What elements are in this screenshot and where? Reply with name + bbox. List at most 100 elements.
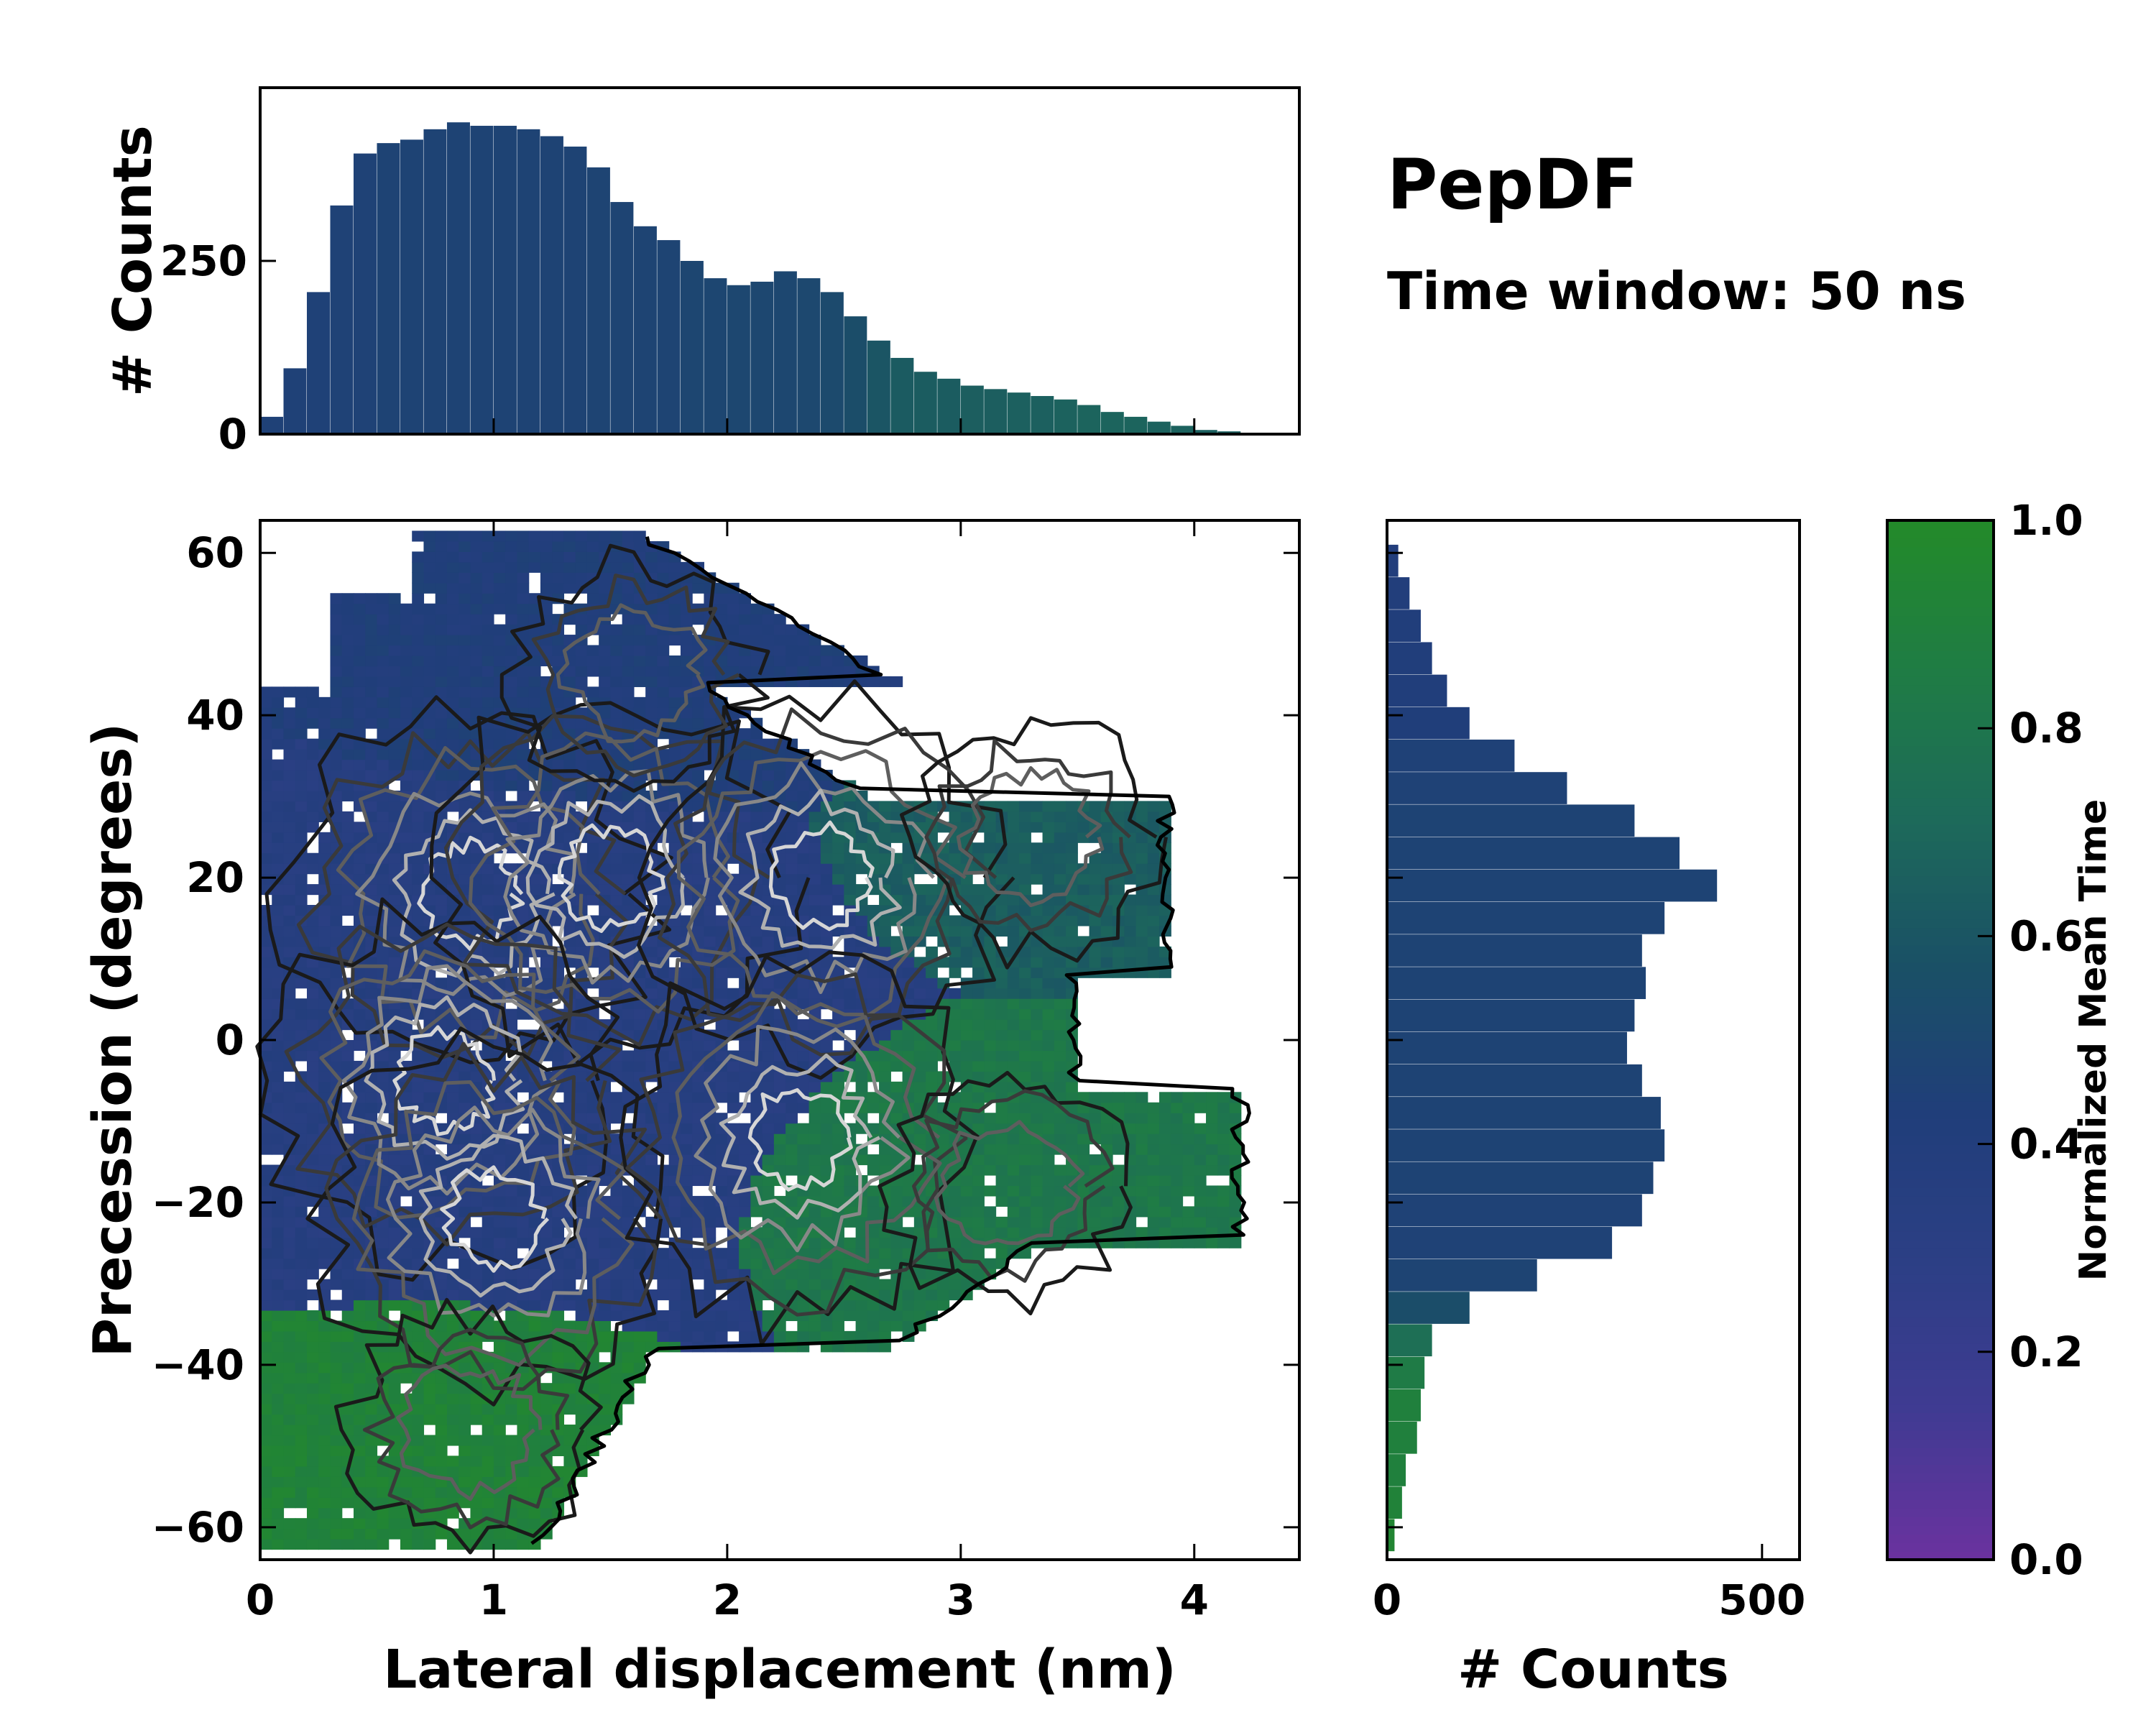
heatmap-cell [610, 1383, 623, 1394]
heatmap-cell [1054, 1029, 1067, 1041]
heatmap-cell [365, 1414, 378, 1425]
heatmap-cell [832, 967, 844, 978]
heatmap-cell [517, 1195, 530, 1207]
heatmap-cell [704, 1320, 717, 1332]
heatmap-cell [318, 832, 331, 843]
heatmap-cell [984, 842, 997, 854]
heatmap-cell [586, 1425, 599, 1436]
heatmap-cell [272, 1476, 285, 1488]
heatmap-cell [552, 1216, 565, 1228]
heatmap-cell [657, 1050, 670, 1062]
heatmap-cell [575, 1071, 588, 1082]
heatmap-cell [926, 1081, 938, 1092]
heatmap-cell [459, 1092, 471, 1103]
heatmap-cell [995, 1248, 1008, 1259]
heatmap-cell [459, 1071, 471, 1082]
heatmap-cell [306, 1404, 319, 1415]
heatmap-cell [412, 832, 425, 843]
heatmap-cell [610, 978, 623, 989]
heatmap-cell [808, 1102, 821, 1113]
heatmap-cell [505, 561, 518, 573]
heatmap-cell [306, 1174, 319, 1187]
heatmap-cell [341, 1497, 354, 1509]
heatmap-cell [995, 1154, 1008, 1166]
heatmap-cell [505, 1310, 518, 1322]
heatmap-cell [633, 645, 646, 656]
heatmap-cell [482, 873, 494, 885]
heatmap-cell [1019, 1133, 1031, 1145]
heatmap-cell [423, 666, 436, 677]
heatmap-cell [926, 988, 938, 999]
heatmap-cell [820, 884, 833, 896]
heatmap-cell [832, 1258, 844, 1269]
heatmap-cell [727, 614, 740, 625]
heatmap-cell [365, 1445, 378, 1456]
heatmap-cell [1019, 842, 1031, 854]
heatmap-cell [283, 1258, 296, 1269]
heatmap-cell [1042, 884, 1055, 896]
heatmap-cell [318, 1425, 331, 1436]
heatmap-cell [984, 811, 997, 822]
heatmap-cell [879, 1050, 891, 1062]
heatmap-cell [318, 707, 331, 719]
heatmap-cell [272, 1300, 285, 1311]
heatmap-cell [610, 686, 623, 698]
heatmap-cell [318, 1507, 331, 1519]
heatmap-cell [482, 1497, 494, 1509]
heatmap-cell [446, 666, 459, 677]
heatmap-cell [330, 614, 343, 625]
heatmap-cell [318, 1029, 331, 1041]
heatmap-cell [446, 582, 459, 594]
heatmap-cell [400, 686, 413, 698]
heatmap-cell [505, 1414, 518, 1425]
heatmap-cell [306, 1476, 319, 1488]
top-histogram-bar [330, 205, 354, 434]
heatmap-cell [377, 686, 390, 698]
heatmap-cell [1042, 1029, 1055, 1041]
heatmap-cell [318, 1404, 331, 1415]
heatmap-cell [750, 915, 763, 926]
heatmap-cell [552, 1050, 565, 1062]
heatmap-cell [902, 1300, 915, 1311]
heatmap-cell [341, 884, 354, 896]
heatmap-cell [353, 1351, 366, 1363]
heatmap-cell [318, 915, 331, 926]
heatmap-cell [773, 1237, 786, 1248]
heatmap-cell [622, 1258, 635, 1269]
heatmap-cell [622, 645, 635, 656]
heatmap-cell [657, 749, 670, 760]
heatmap-cell [412, 1248, 425, 1259]
heatmap-cell [272, 1081, 285, 1092]
heatmap-cell [773, 1081, 786, 1092]
heatmap-cell [341, 822, 354, 833]
heatmap-cell [668, 666, 681, 677]
heatmap-cell [459, 1195, 471, 1207]
heatmap-cell [400, 1008, 413, 1020]
heatmap-cell [470, 540, 483, 552]
heatmap-cell [808, 936, 821, 947]
heatmap-cell [575, 572, 588, 584]
heatmap-cell [820, 1060, 833, 1072]
heatmap-cell [960, 884, 973, 896]
heatmap-cell [377, 863, 390, 875]
heatmap-cell [306, 1154, 319, 1166]
heatmap-cell [330, 1528, 343, 1540]
heatmap-cell [459, 645, 471, 656]
top-histogram-bar [493, 126, 517, 434]
heatmap-cell [902, 1237, 915, 1248]
heatmap-cell [984, 998, 997, 1010]
heatmap-cell [306, 1362, 319, 1374]
heatmap-cell [610, 561, 623, 573]
heatmap-cell [995, 894, 1008, 906]
heatmap-cell [867, 1195, 880, 1207]
heatmap-cell [1042, 1206, 1055, 1218]
heatmap-cell [470, 635, 483, 646]
heatmap-cell [739, 1123, 751, 1134]
heatmap-cell [552, 686, 565, 698]
heatmap-cell [855, 1081, 868, 1092]
heatmap-cell [739, 873, 751, 885]
heatmap-cell [283, 1445, 296, 1456]
heatmap-cell [890, 1248, 903, 1259]
heatmap-cell [739, 1310, 751, 1322]
heatmap-cell [528, 603, 541, 615]
